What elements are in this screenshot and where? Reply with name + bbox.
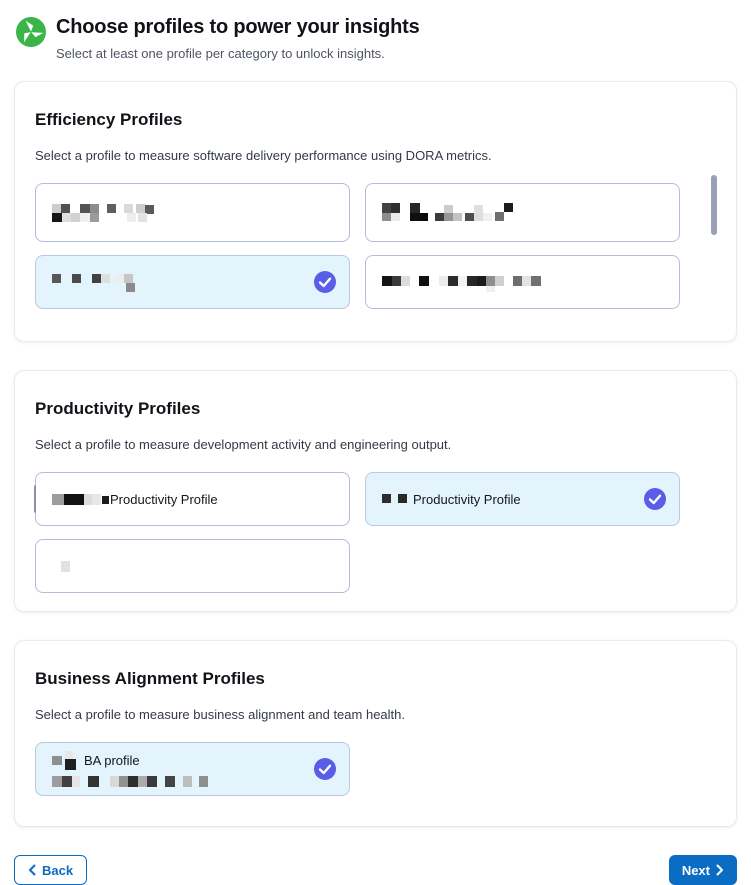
card-label: Productivity Profile [413, 491, 521, 507]
efficiency-profile-card-1[interactable] [35, 183, 350, 242]
page-subtitle: Select at least one profile per category… [56, 46, 385, 61]
chevron-left-icon [28, 864, 36, 876]
pinwheel-logo-icon [16, 17, 46, 47]
productivity-profiles-panel: Productivity Profiles Select a profile t… [14, 370, 737, 612]
section-title-business-alignment: Business Alignment Profiles [35, 669, 265, 688]
selected-checkmark-icon [314, 271, 336, 293]
efficiency-profiles-panel: Efficiency Profiles Select a profile to … [14, 81, 737, 342]
redacted-label [52, 203, 156, 223]
redacted-label-prefix [52, 493, 110, 506]
section-title-productivity: Productivity Profiles [35, 399, 201, 418]
redacted-label [382, 272, 542, 292]
card-label: BA profile [84, 753, 140, 768]
productivity-profile-card-2-selected[interactable]: Productivity Profile [365, 472, 680, 526]
card-label: Productivity Profile [110, 491, 218, 507]
redacted-sublabel [52, 776, 208, 787]
efficiency-profile-card-3-selected[interactable] [35, 255, 350, 309]
section-title-efficiency: Efficiency Profiles [35, 110, 183, 129]
back-button-label: Back [42, 862, 74, 878]
redacted-label [382, 202, 514, 223]
productivity-profile-card-1[interactable]: Productivity Profile [34, 472, 350, 526]
next-button-label: Next [681, 862, 710, 878]
section-description-productivity: Select a profile to measure development … [35, 437, 452, 452]
scrollbar-thumb[interactable] [711, 175, 717, 235]
redacted-label-prefix [382, 494, 407, 504]
redacted-label [61, 560, 71, 572]
business-alignment-profiles-panel: Business Alignment Profiles Select a pro… [14, 640, 737, 827]
chevron-right-icon [716, 864, 724, 876]
redacted-label-prefix [52, 751, 78, 770]
redacted-label [52, 272, 147, 293]
productivity-profile-card-3[interactable] [35, 539, 350, 593]
efficiency-profile-card-4[interactable] [365, 255, 680, 309]
section-description-business-alignment: Select a profile to measure business ali… [35, 707, 405, 722]
redaction-artifact [34, 485, 36, 513]
selected-checkmark-icon [314, 758, 336, 780]
ba-profile-card-selected[interactable]: BA profile [35, 742, 350, 796]
page-title: Choose profiles to power your insights [56, 16, 420, 38]
business-alignment-cards-grid: BA profile [35, 742, 716, 796]
productivity-cards-grid: Productivity Profile Productivity Profil… [34, 472, 716, 593]
efficiency-profile-card-2[interactable] [365, 183, 680, 242]
efficiency-cards-grid [35, 183, 716, 309]
page-header: Choose profiles to power your insights S… [0, 0, 751, 61]
selected-checkmark-icon [644, 488, 666, 510]
section-description-efficiency: Select a profile to measure software del… [35, 148, 492, 163]
